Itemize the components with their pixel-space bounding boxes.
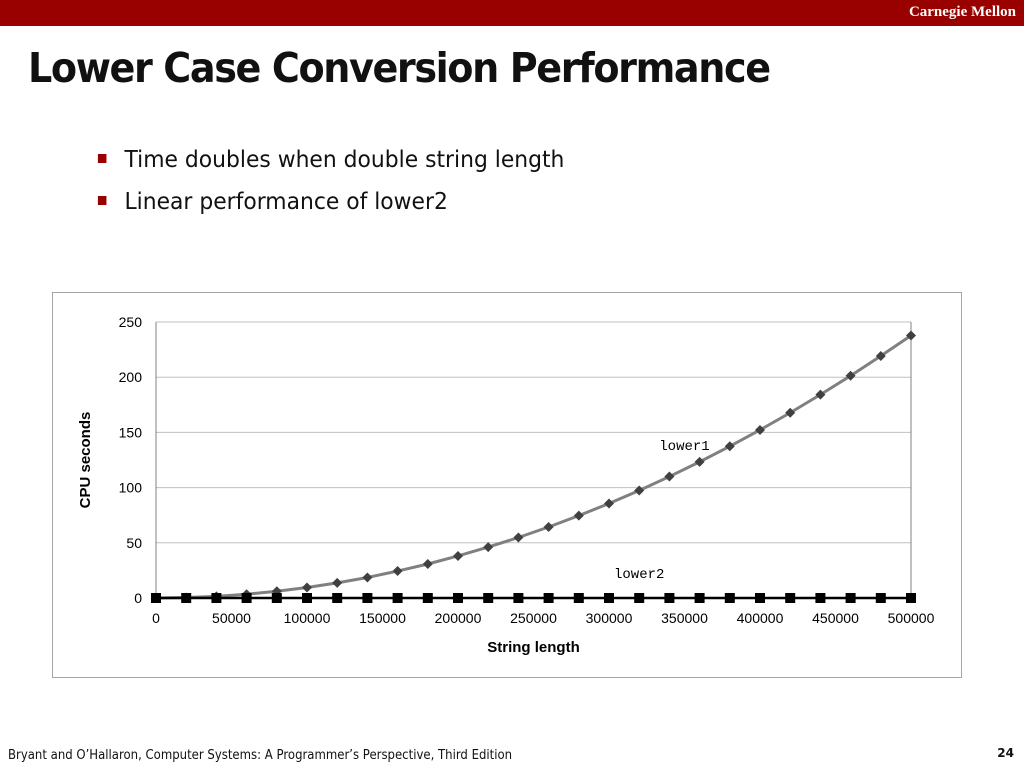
data-point-lower1 [271,586,282,597]
data-point-lower1 [755,424,765,435]
data-point-lower2 [271,593,282,603]
series-annotation: lower1 [659,439,709,455]
y-tick-label: 200 [119,369,143,385]
data-point-lower1 [604,498,614,509]
x-tick-label: 300000 [586,610,633,626]
header-bar: Carnegie Mellon [0,0,1024,26]
data-point-lower1 [785,407,796,418]
y-tick-label: 100 [119,480,143,496]
square-bullet-icon [97,196,107,205]
data-point-lower2 [634,593,645,603]
data-point-lower1 [906,330,916,341]
data-point-lower1 [302,582,312,593]
data-point-lower2 [694,593,705,603]
data-point-lower1 [634,485,645,496]
data-point-lower2 [332,593,343,603]
data-point-lower2 [151,593,161,603]
series-annotation: lower2 [614,567,664,583]
x-tick-label: 0 [152,610,160,626]
data-point-lower2 [211,593,222,603]
x-tick-label: 500000 [888,610,935,626]
x-tick-label: 100000 [284,610,331,626]
bullet-item: Time doubles when double string length [96,144,564,186]
performance-chart: 0 50 100 150 200 250 0 50000 100000 150000 200000 2… [77,314,935,656]
data-point-lower2 [755,593,765,603]
data-point-lower2 [604,593,614,603]
data-point-lower1 [664,471,675,482]
bullet-text: Time doubles when double string length [124,147,565,173]
data-point-lower1 [875,351,886,362]
data-point-lower2 [845,593,856,603]
data-point-lower2 [362,593,373,603]
data-point-lower2 [422,593,433,603]
data-point-lower2 [875,593,886,603]
data-point-lower1 [453,550,463,561]
data-point-lower1 [694,456,705,467]
x-tick-label: 450000 [812,610,859,626]
y-tick-label: 0 [134,590,142,606]
data-point-lower1 [362,572,373,583]
data-point-lower2 [241,593,252,603]
data-point-lower2 [513,593,524,603]
square-bullet-icon [97,154,107,163]
data-point-lower2 [543,593,554,603]
data-point-lower2 [573,593,584,603]
bullet-list: Time doubles when double string length L… [96,144,589,228]
x-tick-label: 250000 [510,610,557,626]
data-point-lower1 [724,441,735,452]
chart-frame: 0 50 100 150 200 250 0 50000 100000 150000 200000 2… [52,292,962,678]
x-tick-label: 350000 [661,610,708,626]
y-tick-label: 250 [119,314,143,330]
data-point-lower2 [724,593,735,603]
y-axis-title: CPU seconds [77,412,94,509]
x-tick-label: 200000 [435,610,482,626]
data-point-lower2 [664,593,675,603]
data-point-lower1 [573,510,584,521]
page-number: 24 [997,746,1014,760]
x-axis-title: String length [487,639,580,656]
data-point-lower1 [815,389,826,400]
data-point-lower2 [906,593,916,603]
data-point-lower1 [845,370,856,381]
x-tick-label: 150000 [359,610,406,626]
data-point-lower2 [815,593,826,603]
data-point-lower1 [422,558,433,569]
bullet-text: Linear performance of lower2 [124,189,448,215]
data-point-lower2 [302,593,312,603]
series-line-lower1 [155,334,912,600]
slide-title: Lower Case Conversion Performance [28,44,771,92]
y-tick-label: 50 [126,535,142,551]
data-point-lower1 [543,522,554,533]
data-point-lower2 [392,593,403,603]
brand-name: Carnegie Mellon [908,4,1016,20]
data-point-lower1 [392,566,403,577]
x-tick-label: 50000 [212,610,251,626]
data-point-lower1 [513,532,524,543]
data-point-lower1 [332,577,343,588]
footer-citation: Bryant and O’Hallaron, Computer Systems:… [8,748,513,763]
data-point-lower1 [483,542,494,553]
data-point-lower2 [785,593,796,603]
data-point-lower2 [181,593,192,603]
x-tick-label: 400000 [737,610,784,626]
bullet-item: Linear performance of lower2 [96,186,564,228]
data-point-lower2 [453,593,463,603]
y-tick-label: 150 [119,424,143,440]
data-point-lower2 [483,593,494,603]
